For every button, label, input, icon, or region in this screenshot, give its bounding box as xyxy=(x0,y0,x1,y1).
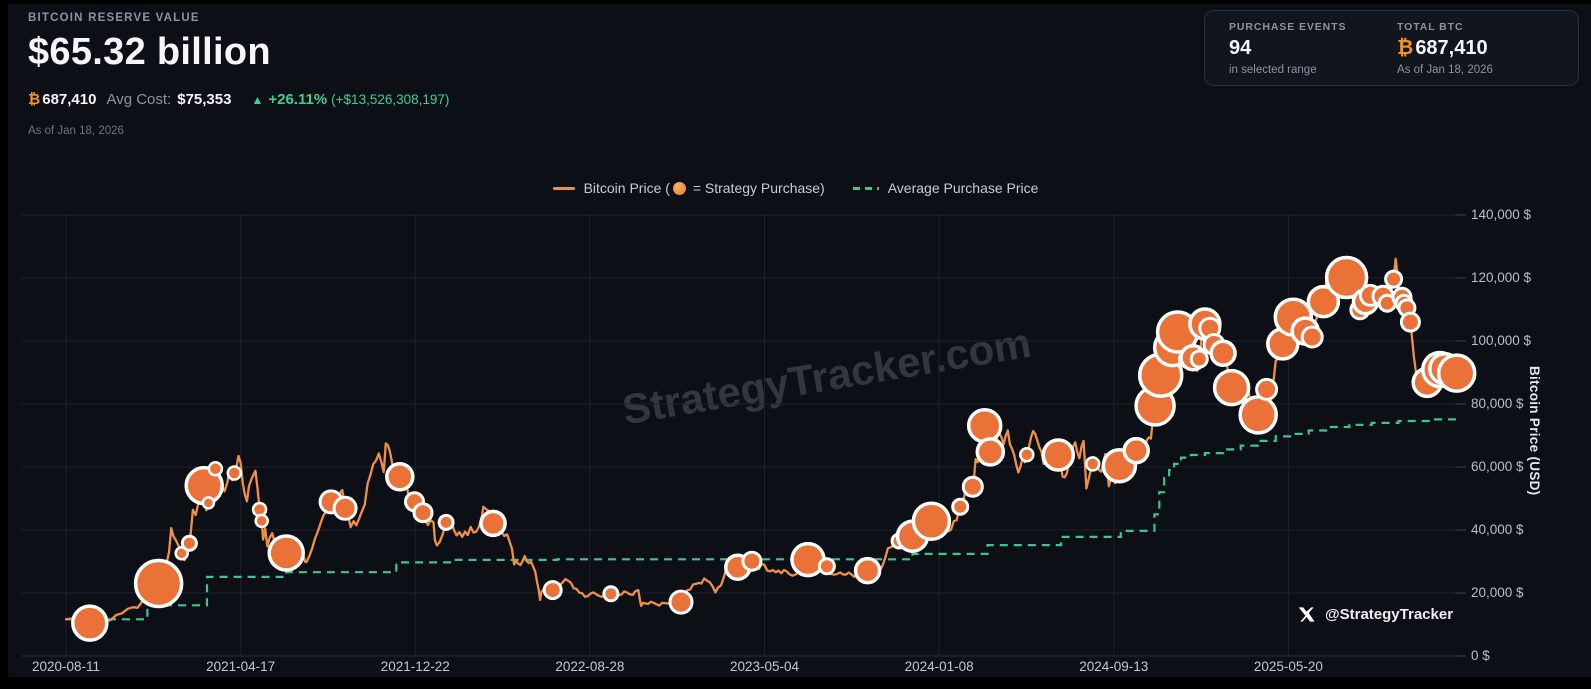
purchase-event-bubble[interactable] xyxy=(133,558,184,609)
purchase-event-bubble[interactable] xyxy=(437,513,455,531)
legend-bitcoin-price-label: Bitcoin Price ( = Strategy Purchase) xyxy=(583,180,825,196)
purchase-event-bubble[interactable] xyxy=(332,495,358,521)
purchase-event-bubble[interactable] xyxy=(1436,353,1477,393)
chart-legend: Bitcoin Price ( = Strategy Purchase) Ave… xyxy=(0,180,1591,196)
purchase-event-bubble[interactable] xyxy=(961,475,984,498)
purchase-event-bubble[interactable] xyxy=(817,557,836,576)
purchase-event-bubble[interactable] xyxy=(951,497,970,516)
purchase-event-bubble[interactable] xyxy=(1306,284,1341,319)
purchase-event-bubble[interactable] xyxy=(71,604,109,642)
purchase-event-bubble[interactable] xyxy=(1255,377,1279,401)
bitcoin-price-line xyxy=(64,257,1460,625)
purchase-event-bubble[interactable] xyxy=(479,509,507,538)
purchase-event-bubble[interactable] xyxy=(668,589,694,615)
purchase-event-bubble[interactable] xyxy=(1122,436,1150,465)
x-tick-label: 2025-05-20 xyxy=(1253,659,1323,674)
total-btc-label: TOTAL BTC xyxy=(1397,20,1464,33)
purchase-event-bubble[interactable] xyxy=(180,534,198,552)
purchase-event-bubble[interactable] xyxy=(226,465,243,481)
y-tick-label: 80,000 $ xyxy=(1471,396,1524,411)
reserve-value: $65.32 billion xyxy=(28,31,271,73)
avg-cost-label: Avg Cost: xyxy=(106,91,172,108)
purchase-event-bubble[interactable] xyxy=(602,585,620,603)
purchase-event-bubble[interactable] xyxy=(412,502,434,524)
btc-symbol: ₿ xyxy=(1397,36,1414,59)
purchase-event-bubble[interactable] xyxy=(1189,349,1209,369)
purchase-event-bubble[interactable] xyxy=(1209,339,1237,368)
y-tick-label: 60,000 $ xyxy=(1471,459,1524,474)
purchase-events-stat: PURCHASE EVENTS 94 in selected range xyxy=(1205,21,1389,76)
purchase-events-sub: in selected range xyxy=(1229,63,1317,76)
btc-holdings: ₿ 687,410 xyxy=(28,91,96,108)
y-tick-label: 100,000 $ xyxy=(1471,333,1532,348)
purchase-event-bubble[interactable] xyxy=(542,580,563,601)
y-tick-label: 20,000 $ xyxy=(1471,585,1524,600)
page-title: BITCOIN RESERVE VALUE xyxy=(28,12,200,24)
purchase-event-bubble[interactable] xyxy=(254,513,269,529)
y-tick-label: 40,000 $ xyxy=(1471,522,1524,537)
x-tick-label: 2023-05-04 xyxy=(729,659,800,674)
purchase-event-bubble[interactable] xyxy=(1084,456,1101,472)
header-stats: ₿ 687,410 Avg Cost: $75,353 ▲ +26.11% (+$13,… xyxy=(28,91,449,108)
change-percent: +26.11% xyxy=(268,91,328,108)
btc-symbol: ₿ xyxy=(28,91,41,108)
purchase-event-bubble[interactable] xyxy=(1324,255,1369,300)
legend-avg-label: Average Purchase Price xyxy=(887,180,1039,196)
y-tick-label: 0 $ xyxy=(1471,648,1490,663)
y-axis-title: Bitcoin Price (USD) xyxy=(1527,366,1542,496)
purchase-event-bubble[interactable] xyxy=(1238,395,1278,435)
total-btc-value: ₿ 687,410 xyxy=(1397,37,1493,60)
avg-cost: Avg Cost: $75,353 xyxy=(106,91,231,108)
purchase-event-bubble[interactable] xyxy=(975,437,1006,467)
x-tick-label: 2022-08-28 xyxy=(555,659,625,674)
as-of-date: As of Jan 18, 2026 xyxy=(28,125,124,137)
change-badge: ▲ +26.11% (+$13,526,308,197) xyxy=(251,91,449,108)
summary-panel: PURCHASE EVENTS 94 in selected range TOT… xyxy=(1204,10,1579,86)
purchase-event-bubble[interactable] xyxy=(267,534,305,572)
x-tick-label: 2024-01-08 xyxy=(904,659,974,674)
purchase-event-bubble[interactable] xyxy=(1212,368,1251,407)
avg-cost-value: $75,353 xyxy=(177,91,232,108)
average-purchase-price-line xyxy=(66,418,1460,621)
change-absolute: (+$13,526,308,197) xyxy=(331,92,450,107)
purchase-event-bubble[interactable] xyxy=(207,461,224,477)
header: BITCOIN RESERVE VALUE $65.32 billion ₿ 68… xyxy=(28,12,449,137)
purchase-event-bubble[interactable] xyxy=(1399,311,1421,333)
purchase-dot-icon xyxy=(672,182,686,195)
x-tick-label: 2020-08-11 xyxy=(31,659,101,674)
purchase-event-bubble[interactable] xyxy=(1384,269,1404,289)
y-tick-label: 140,000 $ xyxy=(1471,207,1532,222)
purchase-event-bubble[interactable] xyxy=(966,407,1003,444)
total-btc-amount: 687,410 xyxy=(1415,36,1488,59)
purchase-event-bubble[interactable] xyxy=(853,556,882,585)
x-twitter-icon xyxy=(1298,607,1315,622)
purchase-event-bubble[interactable] xyxy=(911,501,952,541)
x-tick-label: 2024-09-13 xyxy=(1079,659,1149,674)
x-tick-label: 2021-04-17 xyxy=(206,659,276,674)
up-arrow-icon: ▲ xyxy=(251,93,264,107)
purchase-event-bubble[interactable] xyxy=(741,550,763,572)
avg-line-swatch-icon xyxy=(852,186,879,190)
legend-item-bitcoin-price[interactable]: Bitcoin Price ( = Strategy Purchase) xyxy=(552,180,825,196)
purchase-events-value: 94 xyxy=(1229,36,1252,59)
social-credit[interactable]: @StrategyTracker xyxy=(1298,606,1453,623)
purchase-event-bubble[interactable] xyxy=(201,496,216,510)
legend-item-average-purchase-price[interactable]: Average Purchase Price xyxy=(852,180,1039,196)
price-line-swatch-icon xyxy=(552,186,575,190)
total-btc-stat: TOTAL BTC ₿ 687,410 As of Jan 18, 2026 xyxy=(1389,21,1493,76)
total-btc-sub: As of Jan 18, 2026 xyxy=(1397,63,1493,76)
purchase-event-bubble[interactable] xyxy=(385,462,415,492)
x-tick-label: 2021-12-22 xyxy=(380,659,450,674)
btc-amount: 687,410 xyxy=(42,91,97,108)
purchase-event-bubble[interactable] xyxy=(1041,438,1076,472)
purchase-event-bubble[interactable] xyxy=(1300,325,1324,349)
y-tick-label: 120,000 $ xyxy=(1471,270,1532,285)
purchase-events-label: PURCHASE EVENTS xyxy=(1229,20,1347,33)
social-handle: @StrategyTracker xyxy=(1325,606,1454,623)
purchase-event-bubble[interactable] xyxy=(1019,446,1035,463)
